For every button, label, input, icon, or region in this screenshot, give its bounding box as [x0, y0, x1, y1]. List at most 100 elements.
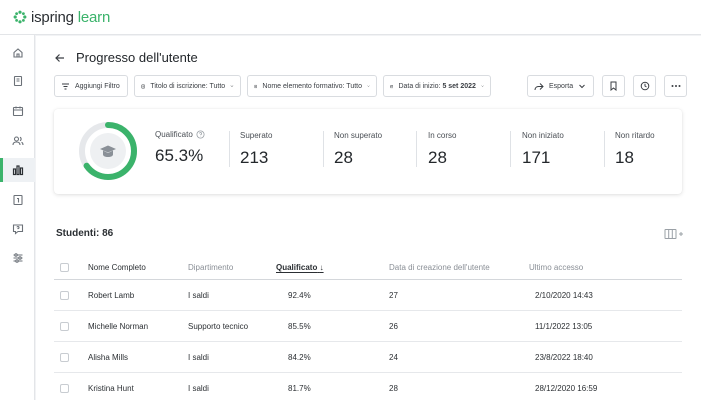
row-checkbox[interactable]	[60, 383, 69, 393]
stat-value: 28	[334, 148, 353, 167]
home-icon	[12, 48, 23, 58]
qualified-gauge-arc	[79, 122, 137, 180]
sidebar-item-content[interactable]	[0, 188, 35, 212]
stat-value: 18	[615, 148, 634, 167]
cell-created: 27	[389, 290, 398, 300]
top-bar: ispring learn	[0, 0, 701, 35]
cell-department: I saldi	[188, 352, 209, 362]
stat-label: Non iniziato	[522, 131, 564, 140]
stat-label: Non superato	[334, 131, 383, 140]
users-icon	[11, 136, 24, 146]
chevron-down-icon	[481, 85, 484, 87]
students-count-title: Studenti: 86	[56, 228, 114, 239]
add-filter-button[interactable]: Aggiungi Filtro	[54, 75, 128, 97]
divider	[229, 131, 230, 167]
cell-created: 28	[389, 383, 398, 393]
bookmark-button[interactable]	[602, 75, 625, 97]
learning-item-filter-label: Nome elemento formativo: Tutto	[262, 82, 362, 90]
help-icon	[12, 224, 23, 235]
reports-icon	[12, 165, 23, 176]
row-checkbox[interactable]	[60, 321, 69, 331]
cell-qualified: 92.4%	[288, 290, 311, 300]
chevron-down-icon	[579, 84, 585, 89]
stat-label: Superato	[240, 131, 273, 140]
page-title: Progresso dell'utente	[76, 50, 198, 65]
students-table: Nome Completo Dipartimento Qualificato ↓…	[54, 256, 682, 400]
sort-down-icon: ↓	[319, 263, 324, 272]
row-checkbox[interactable]	[60, 352, 69, 362]
table-row[interactable]: Alisha Mills I saldi 84.2% 24 23/8/2022 …	[54, 342, 682, 373]
start-date-filter[interactable]: Data di inizio: 5 set 2022	[383, 75, 491, 97]
stat-in-progress: In corso 28	[428, 131, 456, 168]
cell-last-access: 28/12/2020 16:59	[535, 383, 598, 393]
cell-qualified: 81.7%	[288, 383, 311, 393]
cell-department: I saldi	[188, 290, 209, 300]
select-all-checkbox[interactable]	[60, 263, 69, 272]
chevron-down-icon	[230, 85, 234, 88]
stat-value: 28	[428, 148, 447, 167]
stat-not-started: Non iniziato 171	[522, 131, 564, 168]
divider	[510, 131, 511, 167]
table-row[interactable]: Robert Lamb I saldi 92.4% 27 2/10/2020 1…	[54, 280, 682, 311]
course-icon	[12, 194, 23, 206]
divider	[604, 131, 605, 167]
stats-card: Qualificato 65.3% Superato 213 Non super…	[54, 109, 682, 194]
logo[interactable]: ispring learn	[13, 9, 110, 26]
sidebar-item-settings[interactable]	[0, 246, 35, 270]
learning-item-filter[interactable]: Nome elemento formativo: Tutto	[247, 75, 377, 97]
stat-value: 213	[240, 148, 269, 167]
column-header-qualified[interactable]: Qualificato ↓	[276, 263, 324, 272]
info-icon[interactable]	[196, 130, 205, 139]
document-icon	[141, 84, 145, 88]
qualified-label: Qualificato	[155, 130, 193, 139]
sidebar-item-calendar[interactable]	[0, 99, 35, 123]
divider	[323, 131, 324, 167]
column-settings-icon[interactable]	[664, 228, 684, 240]
enrollment-filter[interactable]: Titolo di iscrizione: Tutto	[134, 75, 241, 97]
more-horizontal-icon	[671, 85, 680, 87]
cell-name: Kristina Hunt	[88, 383, 134, 393]
filter-bar: Aggiungi Filtro Titolo di iscrizione: Tu…	[54, 75, 491, 97]
stat-not-overdue: Non ritardo 18	[615, 131, 655, 168]
share-arrow-icon	[534, 82, 544, 90]
sidebar-item-courses[interactable]	[0, 69, 35, 93]
settings-sliders-icon	[13, 253, 22, 263]
add-filter-label: Aggiungi Filtro	[75, 82, 120, 90]
qualified-gauge	[79, 122, 137, 180]
table-row[interactable]: Kristina Hunt I saldi 81.7% 28 28/12/202…	[54, 373, 682, 400]
stat-label: In corso	[428, 131, 457, 140]
table-row[interactable]: Michelle Norman Supporto tecnico 85.5% 2…	[54, 311, 682, 342]
bookmark-icon	[610, 81, 617, 91]
qualified-stat: Qualificato 65.3%	[155, 130, 205, 166]
more-options-button[interactable]	[664, 75, 687, 97]
sidebar-item-reports[interactable]	[0, 158, 35, 182]
column-header-created[interactable]: Data di creazione dell'utente	[389, 263, 490, 272]
history-button[interactable]	[633, 75, 656, 97]
sidebar-item-home[interactable]	[0, 41, 35, 65]
sidebar-item-users[interactable]	[0, 129, 35, 153]
cell-last-access: 11/1/2022 13:05	[535, 321, 593, 331]
column-header-last-access[interactable]: Ultimo accesso	[529, 263, 584, 272]
cell-last-access: 23/8/2022 18:40	[535, 352, 593, 362]
book-icon	[13, 75, 22, 87]
calendar-icon	[390, 84, 394, 88]
document-icon	[254, 84, 258, 88]
table-header: Nome Completo Dipartimento Qualificato ↓…	[54, 256, 682, 280]
row-checkbox[interactable]	[60, 290, 69, 300]
cell-created: 24	[389, 352, 398, 362]
stat-passed: Superato 213	[240, 131, 272, 168]
enrollment-filter-label: Titolo di iscrizione: Tutto	[150, 82, 226, 90]
cell-name: Michelle Norman	[88, 321, 149, 331]
export-button[interactable]: Esporta	[527, 75, 594, 97]
export-label: Esporta	[549, 82, 574, 90]
action-bar: Esporta	[527, 75, 687, 97]
back-arrow-icon[interactable]	[54, 52, 66, 64]
page-header: Progresso dell'utente	[54, 50, 198, 65]
stat-failed: Non superato 28	[334, 131, 382, 168]
cell-name: Alisha Mills	[88, 352, 129, 362]
column-header-department[interactable]: Dipartimento	[188, 263, 234, 272]
qualified-value: 65.3%	[155, 146, 204, 165]
divider	[416, 131, 417, 167]
column-header-name[interactable]: Nome Completo	[88, 263, 146, 272]
sidebar-item-help[interactable]	[0, 217, 35, 241]
